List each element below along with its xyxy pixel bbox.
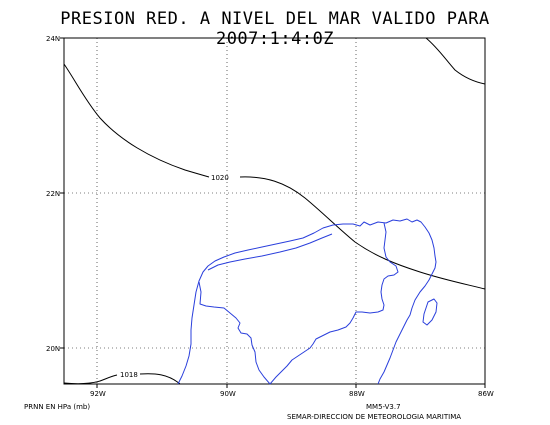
map-title: PRESION RED. A NIVEL DEL MAR VALIDO PARA…	[60, 9, 490, 49]
map-frame	[63, 37, 486, 385]
lon-label-90w: 90W	[220, 390, 236, 398]
isobar-1020-west	[63, 63, 210, 178]
lat-label-24n: 24N	[46, 35, 60, 43]
state-border-campeche	[198, 281, 271, 385]
isobar-1018-west	[63, 374, 118, 385]
coastline-inner-lagoon	[207, 233, 333, 271]
agency-credit: SEMAR-DIRECCION DE METEOROLOGIA MARITIMA	[287, 413, 462, 421]
isobar-label-1020: 1020	[211, 174, 229, 182]
isla-cozumel	[422, 298, 438, 326]
isobar-1020-east	[239, 176, 486, 290]
lon-label-86w: 86W	[478, 390, 494, 398]
graticule	[64, 38, 485, 384]
isobar-1018-east	[139, 373, 181, 385]
lon-label-92w: 92W	[90, 390, 106, 398]
units-note: PRNN EN HPa (mb)	[24, 403, 91, 411]
isobar-1022-north	[425, 37, 486, 85]
lat-label-22n: 22N	[46, 190, 60, 198]
lon-label-88w: 88W	[349, 390, 365, 398]
model-version: MM5-V3.7	[366, 403, 401, 411]
isobar-label-1018: 1018	[120, 371, 138, 379]
state-border-yucatan	[269, 222, 399, 385]
isobars	[63, 37, 486, 385]
yucatan-coastline	[177, 218, 438, 385]
coastline-main	[177, 218, 437, 385]
tick-marks	[60, 37, 486, 388]
lat-label-20n: 20N	[46, 345, 60, 353]
